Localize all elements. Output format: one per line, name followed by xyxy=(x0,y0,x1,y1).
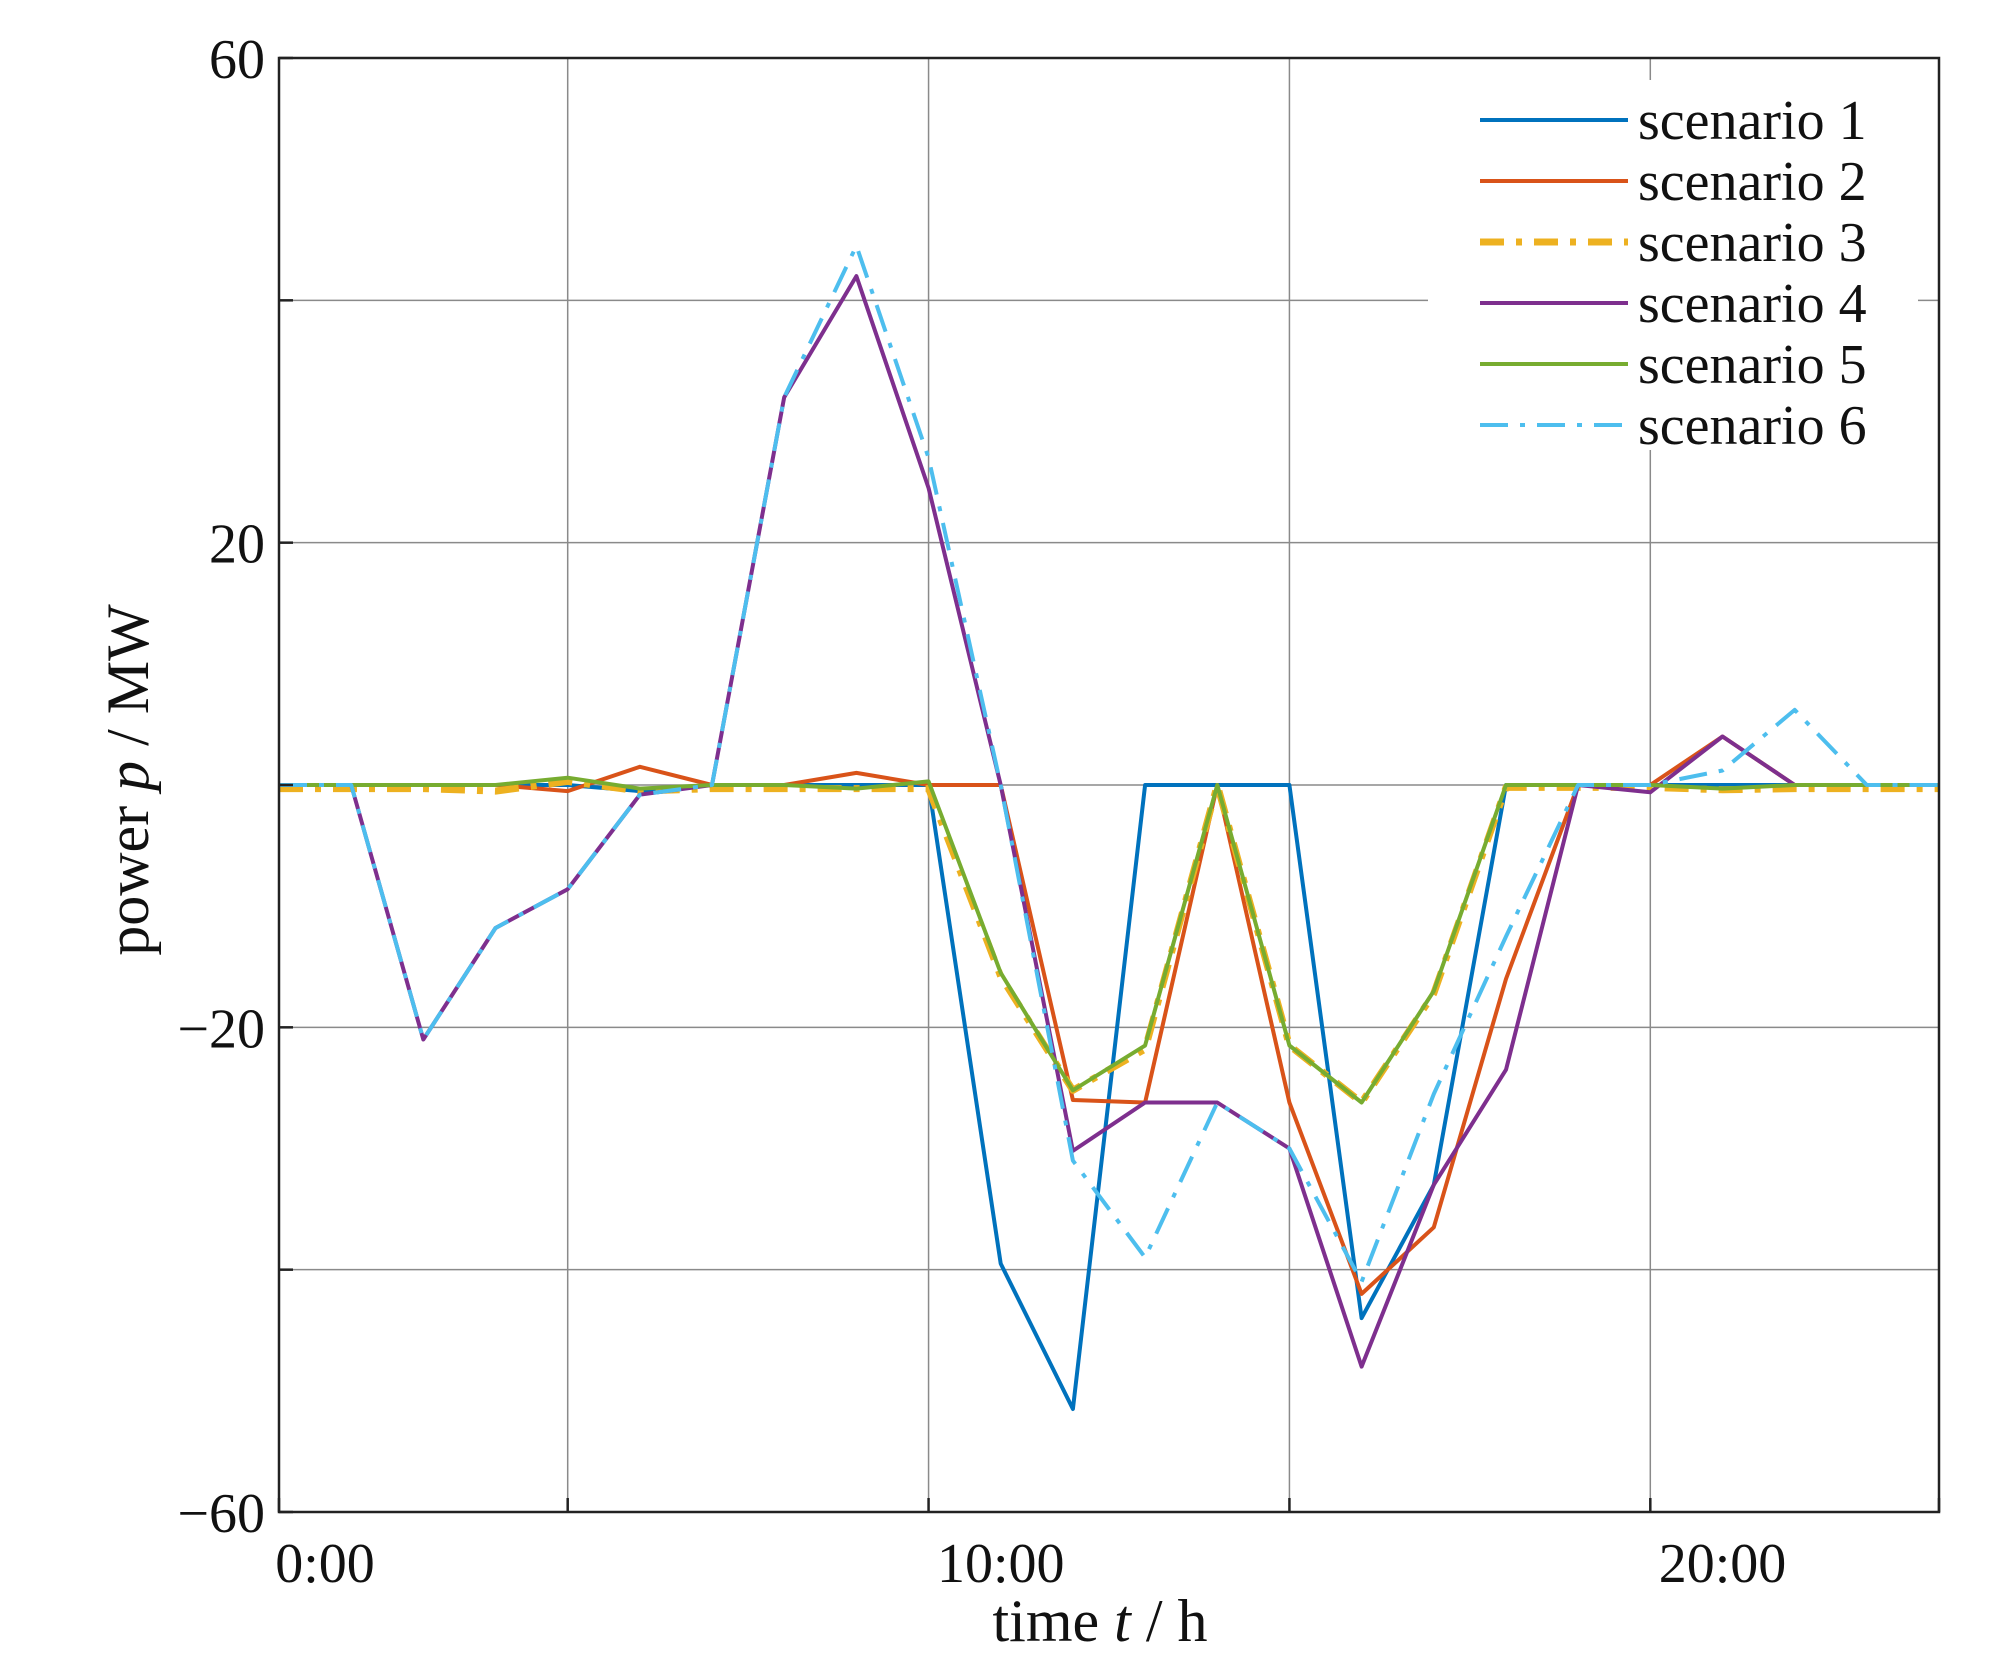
y-axis-label: power p / MW xyxy=(95,604,161,956)
series-line-5 xyxy=(279,775,1939,1105)
legend-label-3: scenario 3 xyxy=(1638,212,1867,274)
x-tick-label-2: 20:00 xyxy=(1659,1533,1787,1595)
series-line-2 xyxy=(279,734,1939,1296)
x-axis-label: time t / h xyxy=(993,1588,1208,1654)
axes-frame xyxy=(277,56,1941,1514)
legend-label-2: scenario 2 xyxy=(1638,151,1867,213)
series-line-1 xyxy=(279,783,1939,1411)
x-tick-label-1: 10:00 xyxy=(937,1533,1065,1595)
y-tick-label-3: −60 xyxy=(177,1483,265,1545)
y-tick-label-0: 60 xyxy=(209,29,265,91)
y-tick-label-1: 20 xyxy=(209,514,265,576)
legend-label-1: scenario 1 xyxy=(1638,90,1867,152)
series-line-6 xyxy=(279,243,1939,1284)
series-lines xyxy=(279,243,1939,1411)
y-tick-label-2: −20 xyxy=(177,998,265,1060)
x-tick-label-0: 0:00 xyxy=(275,1533,375,1595)
legend-label-6: scenario 6 xyxy=(1638,395,1867,457)
legend-label-5: scenario 5 xyxy=(1638,334,1867,396)
series-line-3 xyxy=(279,777,1939,1106)
legend-background xyxy=(1428,80,1918,450)
legend-label-4: scenario 4 xyxy=(1638,273,1867,335)
tick-labels: 0:00 10:00 20:00 60 20 −20 −60 xyxy=(177,29,1786,1595)
